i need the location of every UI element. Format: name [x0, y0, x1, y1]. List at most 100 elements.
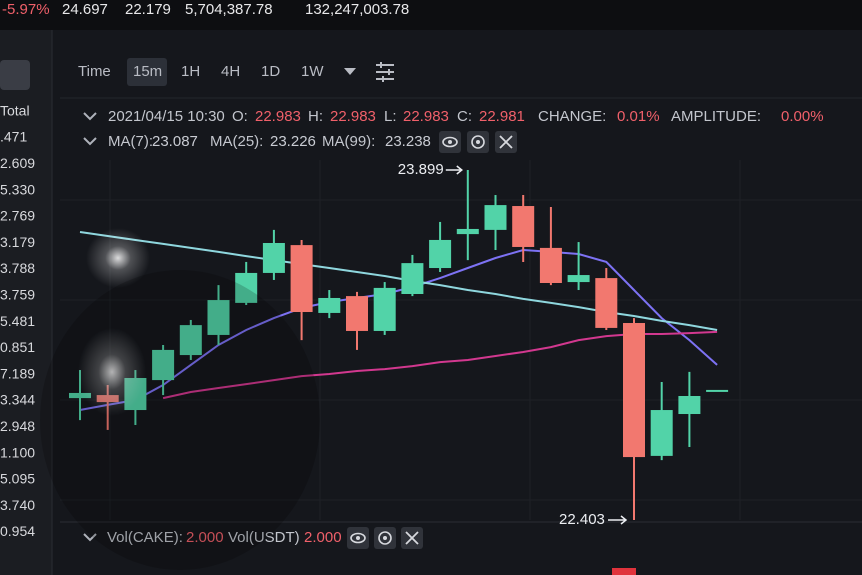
label: Vol(CAKE):	[107, 529, 183, 546]
side-value: 5.095	[0, 471, 35, 487]
value: 22.983	[403, 108, 449, 125]
ticker-bar	[0, 0, 862, 30]
side-value: 0.954	[0, 523, 35, 539]
ma-value: 23.226	[270, 133, 316, 150]
ticker-value: 24.697	[62, 1, 108, 18]
ticker-value: -5.97%	[2, 1, 50, 18]
close-button[interactable]	[401, 527, 423, 549]
candle-body	[207, 300, 230, 335]
candle-body	[484, 205, 507, 230]
interval-button[interactable]: 1W	[301, 63, 324, 80]
ma-label: MA(25):	[210, 133, 263, 150]
candle-body	[429, 239, 452, 269]
interval-button[interactable]: 1H	[181, 63, 200, 80]
candle-body	[373, 287, 396, 331]
interval-button[interactable]: 1D	[261, 63, 280, 80]
side-value: 1.100	[0, 444, 35, 460]
side-value: .471	[0, 129, 27, 145]
active-interval[interactable]	[127, 58, 167, 86]
side-value: 2.609	[0, 155, 35, 171]
info-row: 2021/04/15 10:30 O: 22.983 H: 22.983 L: …	[83, 108, 824, 125]
side-value: 3.788	[0, 260, 35, 276]
volume-bar-edge	[612, 568, 636, 575]
interval-button[interactable]: 4H	[221, 63, 240, 80]
candle-body	[650, 410, 673, 456]
side-value: 3.179	[0, 234, 35, 250]
ma-label: MA(99):	[322, 133, 375, 150]
ma-value: 23.238	[385, 133, 431, 150]
shadow	[40, 270, 320, 570]
value: 2.000	[304, 529, 342, 546]
side-value: 2.769	[0, 208, 35, 224]
label: H:	[308, 108, 323, 125]
high-annotation: 23.899	[398, 161, 444, 178]
eye-button[interactable]	[347, 527, 369, 549]
side-value: 2.948	[0, 418, 35, 434]
candle-body	[235, 272, 258, 303]
ticker-row: -5.97% 24.697 22.179 5,704,387.78 132,247,00…	[2, 1, 409, 18]
label: O:	[232, 108, 248, 125]
value: 0.00%	[781, 108, 824, 125]
candle-body	[290, 245, 313, 313]
candle-body	[179, 325, 202, 356]
ticker-value: 132,247,003.78	[305, 1, 409, 18]
collapse-icon[interactable]	[83, 533, 97, 542]
candle-body	[678, 396, 701, 415]
value: 22.981	[479, 108, 525, 125]
label: L:	[384, 108, 397, 125]
low-annotation: 22.403	[559, 511, 605, 528]
ma-value: 23.087	[152, 133, 198, 150]
glare	[86, 228, 150, 288]
settings-icon[interactable]	[376, 62, 394, 82]
label: AMPLITUDE:	[671, 108, 761, 125]
dropdown-icon[interactable]	[344, 68, 356, 75]
candle-body	[595, 278, 618, 328]
label: CHANGE:	[538, 108, 606, 125]
side-value: 0.851	[0, 339, 35, 355]
candle-body	[456, 228, 479, 235]
ticker-value: 5,704,387.78	[185, 1, 273, 18]
ma-row: MA(7): 23.087 MA(25): 23.226 MA(99): 23.238	[83, 131, 517, 153]
candle-body	[262, 242, 285, 273]
candle-body	[318, 297, 341, 313]
settings-button[interactable]	[374, 527, 396, 549]
value: 22.983	[255, 108, 301, 125]
ma-line	[79, 248, 718, 411]
side-value: 3.344	[0, 392, 35, 408]
value: 22.983	[330, 108, 376, 125]
candle-body	[346, 296, 368, 331]
candle-body	[539, 247, 562, 284]
candle-body	[512, 206, 535, 247]
collapse-icon[interactable]	[83, 112, 97, 121]
side-icon[interactable]	[0, 60, 30, 90]
label: Vol(USDT)	[228, 529, 300, 546]
label: C:	[457, 108, 472, 125]
glare	[78, 328, 146, 416]
side-header: Total	[0, 103, 30, 119]
eye-button[interactable]	[439, 131, 461, 153]
ma-label: MA(7):	[108, 133, 153, 150]
side-value: 5.481	[0, 313, 35, 329]
close-button[interactable]	[495, 131, 517, 153]
side-panel	[0, 30, 52, 575]
collapse-icon[interactable]	[83, 137, 97, 146]
interval-button[interactable]: 15m	[133, 63, 162, 80]
toolbar: Time 15m 1H 4H 1D 1W	[78, 58, 394, 86]
volume-row: Vol(CAKE): 2.000 Vol(USDT) 2.000	[83, 527, 636, 575]
value: 2.000	[186, 529, 224, 546]
candle-body	[401, 263, 424, 294]
side-value: 5.330	[0, 181, 35, 197]
date: 2021/04/15 10:30	[108, 108, 225, 125]
value: 0.01%	[617, 108, 660, 125]
candle-body	[706, 389, 729, 392]
side-list: Total .471 2.609 5.330 2.769 3.179 3.788 3.759 5…	[0, 103, 35, 540]
candle-body	[567, 275, 590, 283]
settings-button[interactable]	[467, 131, 489, 153]
candle-body	[623, 323, 645, 458]
side-value: 3.740	[0, 497, 35, 513]
annotation-arrow	[608, 515, 628, 525]
interval-button[interactable]: Time	[78, 63, 111, 80]
side-value: 7.189	[0, 365, 35, 381]
